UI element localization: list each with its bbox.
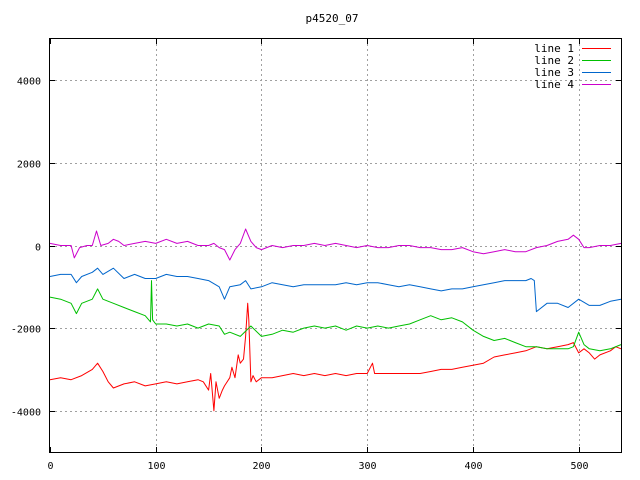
legend-label: line 1	[534, 42, 574, 55]
chart-title: p4520_07	[306, 12, 359, 25]
x-tick-label: 0	[47, 461, 53, 472]
legend-label: line 3	[534, 66, 574, 79]
legend-label: line 4	[534, 78, 574, 91]
y-tick-label: -2000	[11, 325, 41, 336]
x-tick-label: 200	[252, 461, 270, 472]
series-line-4	[49, 228, 622, 261]
x-tick-label: 100	[147, 461, 165, 472]
x-tick-label: 400	[464, 461, 482, 472]
y-tick-label: 0	[35, 243, 41, 254]
x-tick-label: 500	[570, 461, 588, 472]
series-line-2	[49, 280, 622, 352]
axis-ticks: 0 100 200 300 400 500 -4000 -2000 0 2000 4000	[11, 39, 621, 472]
plot-frame	[49, 38, 622, 453]
series-line-1	[49, 302, 622, 412]
series-line-3	[49, 267, 622, 313]
y-tick-label: -4000	[11, 408, 41, 419]
y-tick-label: 2000	[17, 160, 41, 171]
y-tick-label: 4000	[17, 77, 41, 88]
x-tick-label: 300	[358, 461, 376, 472]
series-layer	[49, 228, 622, 412]
legend-label: line 2	[534, 54, 574, 67]
